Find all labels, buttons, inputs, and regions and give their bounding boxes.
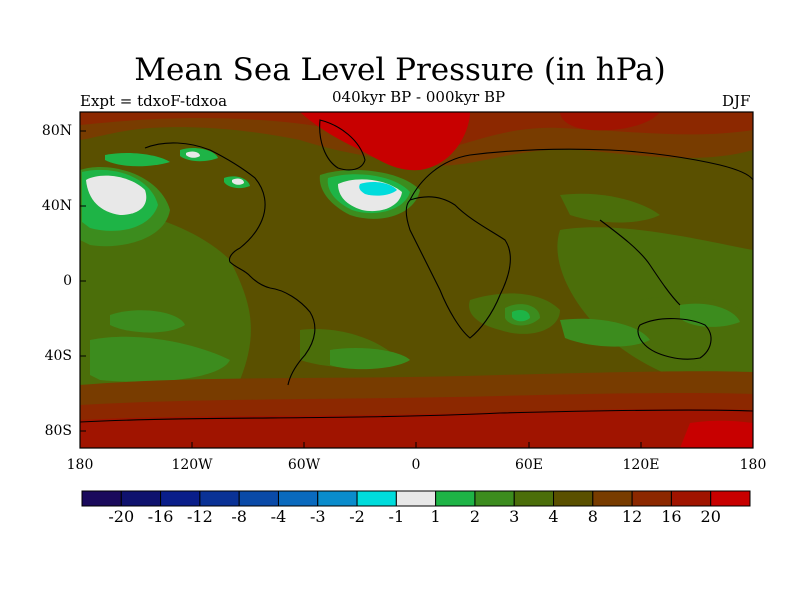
colorbar-label: -4 xyxy=(270,507,287,526)
field-antarctic-high xyxy=(680,420,753,448)
field-greenland-high xyxy=(300,112,470,171)
lon-label-0: 0 xyxy=(411,457,421,473)
field-alaska-bright-green xyxy=(105,152,170,167)
colorbar-label: -20 xyxy=(108,507,135,526)
coast-north-america xyxy=(144,142,271,289)
lon-label-60e: 60E xyxy=(514,457,544,473)
experiment-label: Expt = tdxoF-tdxoa xyxy=(80,92,228,110)
field-hudson-white xyxy=(232,178,244,185)
colorbar-label: 16 xyxy=(661,507,682,526)
field-antarctic-red xyxy=(80,408,753,448)
lon-label-120e: 120E xyxy=(622,457,660,473)
field-canada-white xyxy=(186,151,200,158)
colorbar-swatch xyxy=(592,490,633,507)
lon-label-180w: 180 xyxy=(66,457,94,473)
lat-label-40s: 40S xyxy=(44,348,72,364)
coastlines xyxy=(80,119,753,423)
lon-tick-marks xyxy=(79,442,754,448)
field-asia-band xyxy=(560,193,660,223)
lon-label-120w: 120W xyxy=(171,457,213,473)
coast-africa xyxy=(405,196,511,339)
field-madagascar-bright-green xyxy=(512,310,530,322)
colorbar-swatch xyxy=(710,490,751,507)
pressure-field xyxy=(80,112,753,448)
colorbar-swatch xyxy=(395,490,437,507)
map-title: Mean Sea Level Pressure (in hPa) xyxy=(134,52,666,88)
colorbar-swatch xyxy=(356,490,397,507)
coast-australia xyxy=(637,318,712,360)
coast-eurasia xyxy=(409,148,753,201)
season-label: DJF xyxy=(722,92,751,110)
colorbar-label: 3 xyxy=(509,507,520,526)
lat-label-0: 0 xyxy=(63,273,72,289)
field-icelandic-low-core xyxy=(359,182,397,196)
period-label: 040kyr BP - 000kyr BP xyxy=(332,88,506,106)
colorbar-swatch xyxy=(553,490,594,507)
lat-label-80n: 80N xyxy=(41,123,72,139)
colorbar-swatch xyxy=(238,490,279,507)
colorbar-label: 20 xyxy=(700,507,721,526)
colorbar-swatch xyxy=(160,490,201,507)
lon-label-180e: 180 xyxy=(739,457,767,473)
colorbar-swatch xyxy=(277,490,319,507)
field-aleutian-low xyxy=(86,175,147,215)
colorbar-label: 1 xyxy=(430,507,441,526)
field-pacific-south-green xyxy=(110,310,185,333)
lat-tick-marks xyxy=(80,130,86,432)
field-indian-green xyxy=(560,318,650,347)
coast-south-asia xyxy=(599,219,681,306)
colorbar-swatch xyxy=(474,490,515,507)
lon-label-60w: 60W xyxy=(287,457,321,473)
lat-label-80s: 80S xyxy=(44,423,72,439)
colorbar-label: 8 xyxy=(587,507,598,526)
colorbar-label: -16 xyxy=(147,507,174,526)
lat-label-40n: 40N xyxy=(41,198,72,214)
colorbar-swatch xyxy=(317,490,358,507)
colorbar-label: -8 xyxy=(231,507,247,526)
colorbar-swatch xyxy=(199,490,240,507)
coast-greenland xyxy=(319,119,366,171)
colorbar xyxy=(81,490,751,507)
field-siberian-high xyxy=(560,112,660,131)
colorbar-swatch xyxy=(120,490,162,507)
colorbar-swatch xyxy=(435,490,476,507)
colorbar-swatch xyxy=(513,490,555,507)
colorbar-swatch xyxy=(631,490,672,507)
colorbar-swatch xyxy=(670,490,712,507)
colorbar-label: 2 xyxy=(469,507,481,526)
field-se-pacific-green xyxy=(90,336,230,382)
colorbar-swatch xyxy=(81,490,122,507)
coast-antarctica xyxy=(80,409,753,423)
colorbar-label: 12 xyxy=(621,507,643,526)
colorbar-label: -2 xyxy=(349,507,365,526)
colorbar-label: -1 xyxy=(388,507,405,526)
field-atlantic-green xyxy=(330,348,410,370)
colorbar-label: -12 xyxy=(186,507,213,526)
colorbar-label: -3 xyxy=(309,507,326,526)
colorbar-label: 4 xyxy=(548,507,559,526)
coast-south-america xyxy=(269,287,316,386)
